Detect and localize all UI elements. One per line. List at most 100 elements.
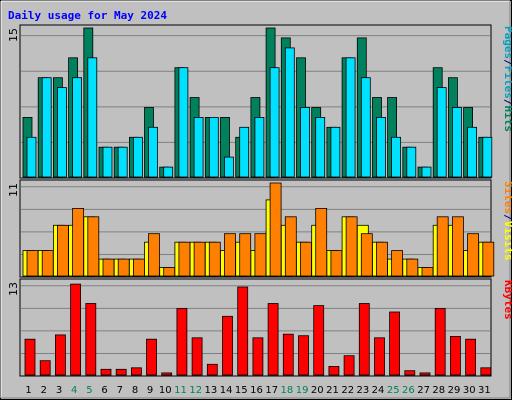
day-label-8: 8 [132,385,138,396]
legend-part: Sites [502,181,512,214]
bar-files-day-23 [360,77,371,178]
bar-files-day-6 [102,146,113,178]
bar-kbytes-day-6 [100,368,112,376]
bar-sites-day-21 [330,250,343,277]
day-label-6: 6 [101,385,107,396]
bar-files-day-2 [41,77,52,178]
bar-kbytes-day-20 [313,305,325,376]
bar-kbytes-day-13 [206,363,218,376]
bar-kbytes-day-15 [237,286,249,376]
panel-frame [19,278,492,377]
day-label-23: 23 [357,385,370,396]
bar-sites-day-27 [421,267,434,277]
bar-sites-day-11 [178,241,191,277]
x-tick-labels: 1 2 3 4 5 6 7 8 9 10 11 12 13 14 15 16 17 18 19 20 21 22 23 24 2… [25,385,490,396]
bar-kbytes-day-7 [115,368,127,376]
bar-files-day-3 [57,87,67,178]
panel-kbytes: 13 KBytes [7,278,512,377]
bar-sites-day-6 [102,258,115,277]
day-label-16: 16 [250,385,263,396]
day-label-22: 22 [341,385,354,396]
bar-sites-day-30 [467,233,480,277]
day-label-24: 24 [372,385,385,396]
panel-sites-visits: 11 Sites/Visits [7,179,512,278]
bar-kbytes-day-18 [282,333,294,376]
bar-sites-day-3 [57,224,69,277]
bar-sites-day-5 [87,216,100,277]
day-label-12: 12 [189,385,202,396]
bar-kbytes-day-19 [298,335,309,376]
bar-kbytes-day-29 [449,335,461,376]
bar-files-day-5 [87,57,98,178]
bar-sites-day-25 [391,250,404,277]
bar-files-day-18 [284,47,295,178]
day-label-31: 31 [478,385,491,396]
bar-sites-day-2 [41,250,54,277]
bar-files-day-28 [436,87,447,178]
bar-files-day-13 [208,117,219,178]
day-label-26: 26 [402,385,415,396]
bar-sites-day-28 [436,216,449,277]
panel-legend: Pages/Files/Hits [502,26,512,132]
y-max-label: 13 [7,282,20,296]
bar-sites-day-19 [300,241,312,277]
bar-files-day-21 [330,126,341,178]
bar-sites-day-9 [148,233,160,277]
bar-files-day-26 [406,146,417,178]
bar-kbytes-day-9 [146,338,157,376]
bar-files-day-8 [132,136,143,178]
bar-files-day-19 [300,107,310,178]
legend-part: Visits [502,221,512,261]
day-label-25: 25 [387,385,400,396]
bar-sites-day-17 [269,182,282,277]
legend-part: Pages [502,26,512,59]
chart-title: Daily usage for May 2024 [8,9,167,22]
bar-kbytes-day-11 [176,308,188,376]
day-label-1: 1 [25,385,31,396]
bar-kbytes-day-28 [434,308,446,376]
bar-sites-day-10 [163,267,176,277]
bar-files-day-27 [421,166,432,178]
bar-sites-day-16 [254,233,267,277]
y-max-label: 11 [7,183,20,197]
day-label-5: 5 [86,385,92,396]
bar-kbytes-day-31 [480,367,492,376]
bar-files-day-14 [224,156,234,178]
bar-files-day-4 [72,77,82,178]
bar-sites-day-29 [451,216,464,277]
bar-files-day-7 [117,146,128,178]
bar-files-day-15 [239,126,250,178]
bar-kbytes-day-14 [222,315,233,376]
bar-files-day-25 [391,136,402,178]
day-label-20: 20 [311,385,324,396]
bar-kbytes-day-2 [39,360,51,376]
bar-files-day-17 [269,67,280,178]
bar-sites-day-20 [315,207,328,277]
bar-kbytes-day-12 [191,337,203,376]
bar-sites-day-31 [482,241,495,277]
bar-kbytes-day-26 [404,370,416,376]
bar-sites-day-1 [26,250,39,277]
bar-sites-day-24 [376,241,388,277]
panel-legend: Sites/Visits [502,181,512,261]
day-label-21: 21 [326,385,339,396]
day-label-28: 28 [432,385,445,396]
day-label-29: 29 [448,385,461,396]
bar-sites-day-15 [239,233,252,277]
day-label-9: 9 [147,385,153,396]
bar-files-day-16 [254,117,265,178]
day-label-2: 2 [41,385,47,396]
day-label-7: 7 [117,385,123,396]
bar-sites-day-8 [132,258,145,277]
bar-sites-day-13 [208,241,221,277]
bar-files-day-30 [467,126,478,178]
day-label-11: 11 [174,385,187,396]
day-label-3: 3 [56,385,62,396]
day-label-14: 14 [220,385,233,396]
bar-kbytes-day-23 [358,303,370,376]
bar-sites-day-14 [224,233,236,277]
